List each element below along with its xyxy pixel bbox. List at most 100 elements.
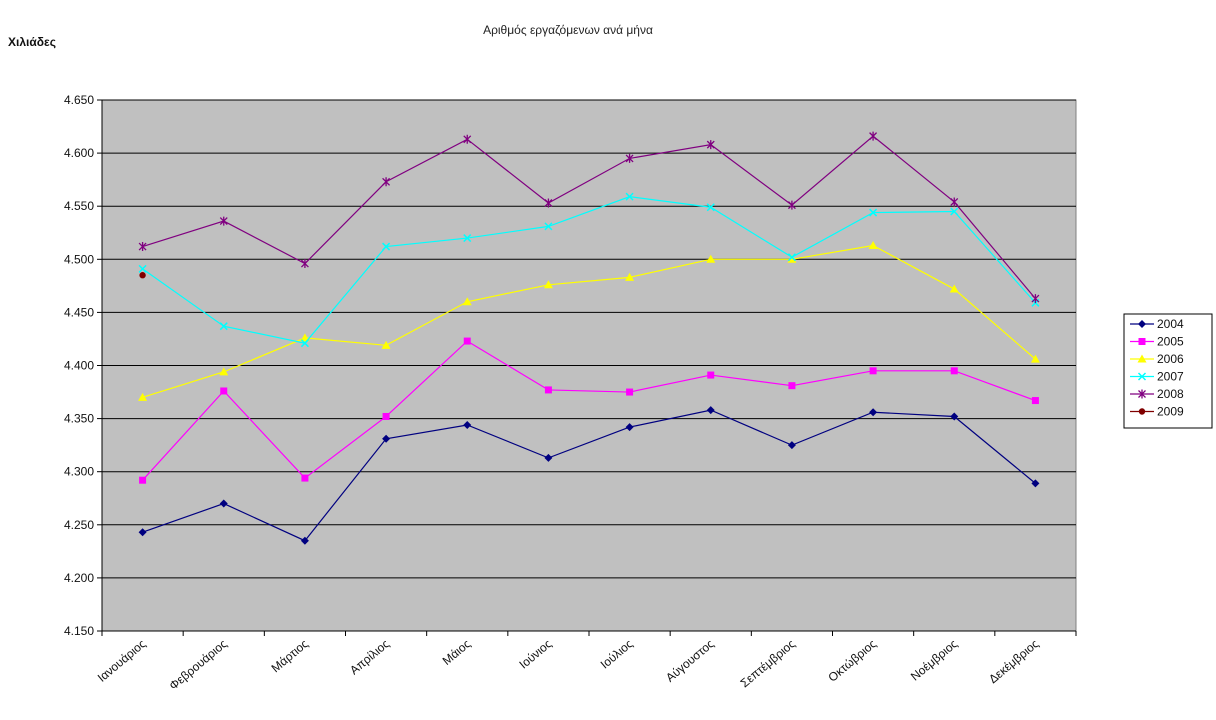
y-tick-label: 4.450 <box>64 305 94 319</box>
data-point-2007 <box>625 192 634 201</box>
data-point-2007 <box>869 208 878 217</box>
data-point-2006 <box>949 284 959 293</box>
data-point-2007 <box>300 339 309 348</box>
data-point-2006 <box>787 254 797 263</box>
data-point-2007 <box>138 264 147 273</box>
data-point-2004 <box>787 441 796 450</box>
data-point-2004 <box>869 408 878 417</box>
legend-marker <box>1138 338 1146 345</box>
legend-label: 2007 <box>1157 370 1184 384</box>
legend-label: 2008 <box>1157 387 1184 401</box>
data-point-2007 <box>219 322 228 331</box>
data-point-2004 <box>382 434 391 443</box>
data-point-2005 <box>382 412 390 420</box>
y-tick-label: 4.150 <box>64 624 94 638</box>
y-tick-label: 4.350 <box>64 412 94 426</box>
data-point-2006 <box>625 272 635 281</box>
x-tick-label: Μάιος <box>440 636 474 667</box>
data-point-2005 <box>301 474 309 482</box>
x-tick-label: Νοέμβριος <box>908 636 960 683</box>
data-point-2008 <box>950 197 959 207</box>
x-tick-label: Αύγουστος <box>663 636 717 684</box>
legend-marker <box>1137 372 1147 381</box>
chart-title: Αριθμός εργαζόμενων ανά μήνα <box>483 23 653 37</box>
data-point-2005 <box>463 337 471 345</box>
y-tick-label: 4.650 <box>64 93 94 107</box>
data-point-2006 <box>1030 354 1040 363</box>
data-point-2006 <box>300 333 310 342</box>
data-point-2007 <box>950 207 959 216</box>
data-point-2006 <box>868 240 878 249</box>
y-tick-label: 4.400 <box>64 359 94 373</box>
series-line-2005 <box>142 340 1036 481</box>
x-tick-label: Οκτώβριος <box>825 636 879 684</box>
data-point-2005 <box>788 382 796 390</box>
data-point-2006 <box>219 367 229 376</box>
x-tick-label: Ιανουάριος <box>95 636 149 684</box>
series-line-2008 <box>142 135 1036 299</box>
data-point-2004 <box>138 528 147 537</box>
data-point-2006 <box>138 392 148 401</box>
y-tick-label: 4.550 <box>64 199 94 213</box>
x-tick-label: Ιούνιος <box>516 636 554 671</box>
data-point-2005 <box>139 476 147 484</box>
data-point-2008 <box>463 134 472 144</box>
data-point-2004 <box>950 412 959 421</box>
x-tick-label: Ιούλιος <box>598 636 636 671</box>
data-point-2008 <box>544 198 553 208</box>
plot-area: 4.150 4.200 4.250 4.300 4.350 4.400 4.450 4.500… <box>64 93 1077 693</box>
data-point-2005 <box>220 387 228 395</box>
legend-label: 2004 <box>1157 317 1184 331</box>
data-point-2004 <box>706 406 715 415</box>
data-point-2005 <box>950 367 958 375</box>
data-point-2006 <box>706 254 716 263</box>
data-point-2008 <box>706 140 715 150</box>
data-point-2008 <box>138 242 147 252</box>
x-tick-label: Δεκέμβριος <box>986 636 1041 686</box>
data-point-2009 <box>139 272 146 279</box>
legend-marker <box>1137 354 1147 363</box>
data-point-2007 <box>382 242 391 251</box>
data-point-2004 <box>300 536 309 545</box>
data-point-2006 <box>462 297 472 306</box>
legend-marker <box>1138 320 1146 328</box>
legend-label: 2005 <box>1157 335 1184 349</box>
data-point-2008 <box>1031 294 1040 304</box>
data-point-2004 <box>544 453 553 462</box>
data-point-2008 <box>382 177 391 187</box>
series-line-2007 <box>142 196 1036 344</box>
x-tick-label: Σεπτέμβριος <box>738 636 798 690</box>
data-point-2007 <box>706 203 715 212</box>
data-point-2008 <box>625 153 634 163</box>
data-point-2007 <box>463 234 472 243</box>
data-point-2006 <box>543 280 553 289</box>
data-point-2008 <box>787 200 796 210</box>
data-point-2006 <box>381 340 391 349</box>
y-tick-label: 4.250 <box>64 518 94 532</box>
y-tick-label: 4.500 <box>64 252 94 266</box>
data-point-2005 <box>869 367 877 375</box>
series-line-2004 <box>142 409 1036 542</box>
data-point-2008 <box>300 259 309 269</box>
y-tick-label: 4.200 <box>64 571 94 585</box>
legend-label: 2009 <box>1157 405 1184 419</box>
x-tick-label: Απρίλιος <box>347 636 392 677</box>
data-point-2004 <box>219 499 228 508</box>
x-tick-label: Φεβρουάριος <box>166 636 229 692</box>
legend-label: 2006 <box>1157 352 1184 366</box>
series-line-2006 <box>142 244 1036 398</box>
data-point-2008 <box>869 131 878 141</box>
data-point-2007 <box>787 253 796 262</box>
y-axis-label: Χιλιάδες <box>8 35 56 49</box>
y-tick-label: 4.600 <box>64 146 94 160</box>
data-point-2004 <box>625 423 634 432</box>
data-point-2005 <box>1031 397 1039 405</box>
data-point-2007 <box>544 222 553 231</box>
x-tick-label: Μάρτιος <box>269 636 311 675</box>
data-point-2005 <box>707 371 715 379</box>
data-point-2005 <box>544 386 552 394</box>
legend-marker <box>1138 389 1146 399</box>
y-tick-label: 4.300 <box>64 465 94 479</box>
legend-box <box>1123 313 1213 429</box>
